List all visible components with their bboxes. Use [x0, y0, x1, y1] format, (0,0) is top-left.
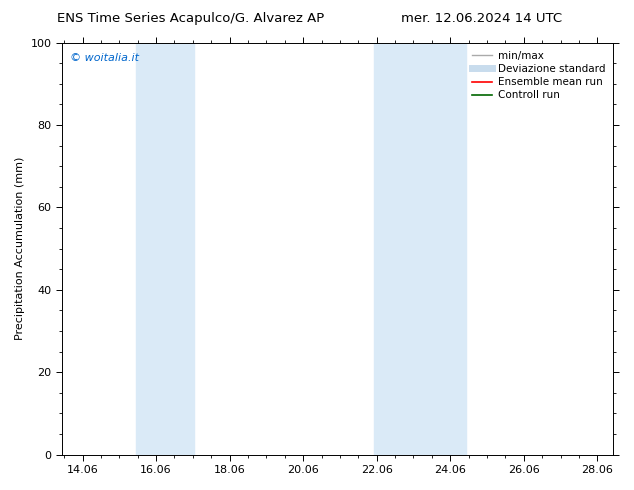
Legend: min/max, Deviazione standard, Ensemble mean run, Controll run: min/max, Deviazione standard, Ensemble m… — [469, 48, 608, 103]
Text: © woitalia.it: © woitalia.it — [70, 53, 139, 63]
Bar — [375, 43, 467, 455]
Bar — [136, 43, 195, 455]
Text: mer. 12.06.2024 14 UTC: mer. 12.06.2024 14 UTC — [401, 12, 562, 25]
Text: ENS Time Series Acapulco/G. Alvarez AP: ENS Time Series Acapulco/G. Alvarez AP — [56, 12, 324, 25]
Y-axis label: Precipitation Accumulation (mm): Precipitation Accumulation (mm) — [15, 157, 25, 340]
